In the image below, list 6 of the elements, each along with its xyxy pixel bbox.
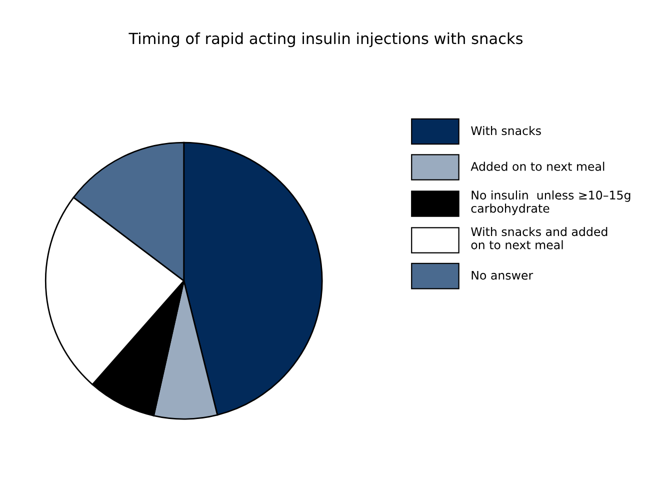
legend-label: Added on to next meal	[470, 162, 604, 171]
legend-label: With snacks and added on to next meal	[471, 226, 608, 250]
chart-title: Timing of rapid acting insulin injections with snacks	[128, 32, 523, 48]
legend-label: With snacks	[471, 126, 541, 136]
legend-label: No answer	[472, 270, 534, 280]
legend-label: No insulin unless ≥10–15g carbohydrate	[471, 190, 630, 216]
